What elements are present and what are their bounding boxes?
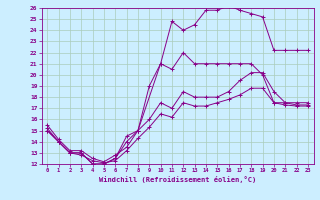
X-axis label: Windchill (Refroidissement éolien,°C): Windchill (Refroidissement éolien,°C) — [99, 176, 256, 183]
